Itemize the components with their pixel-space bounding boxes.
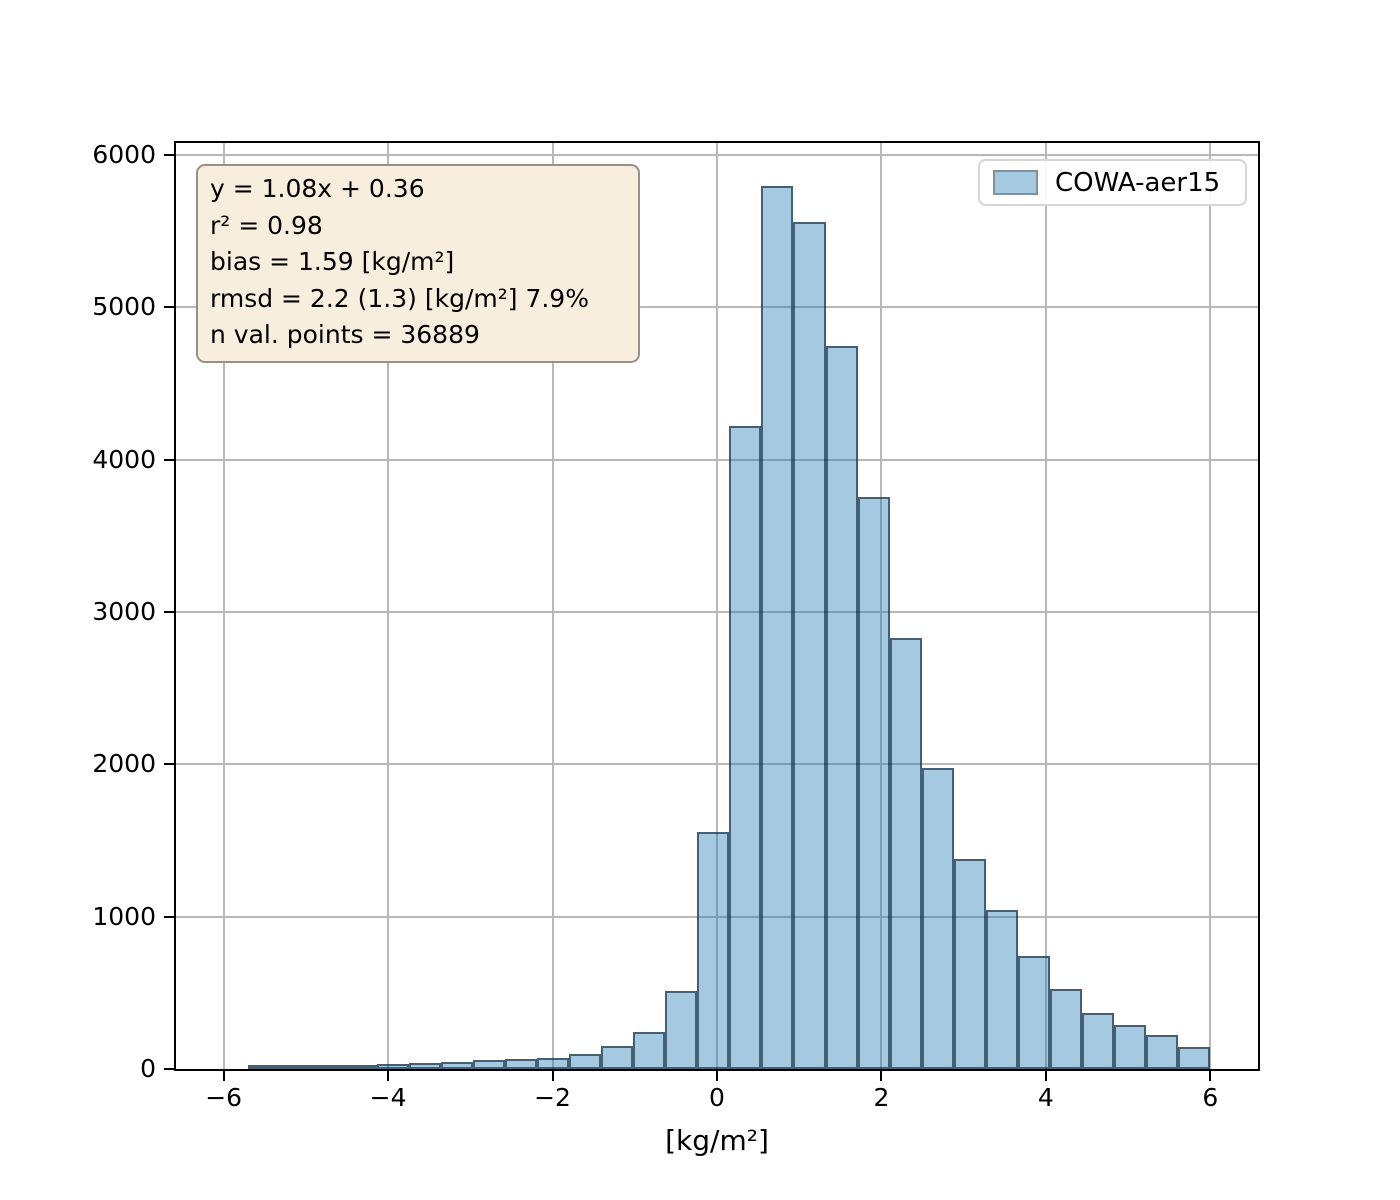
y-tick-label-6000: 6000	[92, 140, 156, 170]
histogram-bar	[536, 1057, 569, 1069]
histogram-bar	[729, 426, 762, 1069]
legend-label: COWA-aer15	[1055, 167, 1221, 198]
stats-line-bias: bias = 1.59 [kg/m²]	[210, 247, 455, 276]
gridline-x-6	[1209, 143, 1212, 1069]
gridline-y-2000	[176, 763, 1258, 766]
histogram-bar	[1178, 1046, 1211, 1069]
histogram-bar	[472, 1059, 505, 1069]
y-tick-2000	[164, 763, 174, 766]
stats-annotation-box: y = 1.08x + 0.36 r² = 0.98 bias = 1.59 […	[196, 164, 640, 363]
gridline-y-5000	[176, 306, 1258, 309]
stats-line-fit: y = 1.08x + 0.36	[210, 174, 425, 203]
gridline-x--4	[387, 143, 390, 1069]
gridline-x--2	[551, 143, 554, 1069]
gridline-x--6	[222, 143, 225, 1069]
histogram-bar	[601, 1046, 634, 1069]
histogram-bar	[889, 637, 922, 1069]
x-tick-label-2: 2	[873, 1083, 890, 1112]
histogram-bar	[248, 1065, 281, 1069]
gridline-x-2	[880, 143, 883, 1069]
y-tick-label-4000: 4000	[92, 444, 156, 474]
histogram-bar	[280, 1065, 313, 1069]
histogram-bar	[1114, 1024, 1147, 1069]
x-tick-label-6: 6	[1202, 1083, 1219, 1112]
histogram-bar	[376, 1064, 409, 1069]
histogram-bar	[504, 1058, 537, 1069]
histogram-bar	[857, 497, 890, 1069]
x-tick-0	[716, 1071, 718, 1081]
histogram-bar	[408, 1063, 441, 1069]
stats-line-rmsd: rmsd = 2.2 (1.3) [kg/m²] 7.9%	[210, 283, 589, 313]
histogram-bar	[921, 768, 954, 1069]
histogram-bar	[1146, 1034, 1179, 1069]
y-tick-5000	[164, 306, 174, 309]
x-tick--6	[222, 1071, 225, 1081]
histogram-bar	[985, 909, 1018, 1069]
y-tick-label-3000: 3000	[92, 597, 156, 627]
histogram-bar	[953, 858, 986, 1069]
x-axis-label: [kg/m²]	[665, 1124, 769, 1157]
y-tick-label-2000: 2000	[92, 749, 156, 779]
y-tick-1000	[164, 915, 174, 918]
x-tick-4	[1044, 1071, 1047, 1081]
histogram-bar	[312, 1065, 345, 1069]
histogram-bar	[825, 345, 858, 1069]
histogram-bar	[440, 1062, 473, 1069]
stats-line-r2: r² = 0.98	[210, 210, 323, 240]
histogram-bar	[1082, 1013, 1115, 1069]
histogram-bar	[344, 1065, 377, 1069]
histogram-bar	[633, 1032, 666, 1069]
x-tick-label--2: −2	[534, 1083, 571, 1112]
y-tick-label-0: 0	[140, 1054, 156, 1083]
gridline-y-4000	[176, 458, 1258, 461]
legend: COWA-aer15	[978, 159, 1247, 206]
plot-area	[174, 141, 1260, 1071]
y-tick-label-1000: 1000	[92, 901, 156, 931]
gridline-x-0	[716, 143, 718, 1069]
x-tick-label--4: −4	[369, 1083, 407, 1112]
histogram-bar	[1049, 989, 1083, 1069]
y-tick-6000	[164, 154, 174, 157]
gridline-x-4	[1044, 143, 1047, 1069]
x-tick--4	[387, 1071, 390, 1081]
x-tick-label-0: 0	[709, 1083, 725, 1112]
y-tick-4000	[164, 458, 174, 461]
gridline-y-6000	[176, 154, 1258, 157]
y-tick-3000	[164, 611, 174, 614]
histogram-bar	[1017, 956, 1050, 1069]
x-tick-label-4: 4	[1037, 1083, 1054, 1112]
y-tick-label-5000: 5000	[92, 292, 156, 322]
x-tick--2	[551, 1071, 554, 1081]
x-tick-label--6: −6	[205, 1083, 243, 1112]
x-tick-2	[880, 1071, 883, 1081]
gridline-y-3000	[176, 611, 1258, 614]
gridline-y-1000	[176, 915, 1258, 918]
histogram-bar	[761, 185, 794, 1069]
histogram-bar	[697, 832, 730, 1069]
legend-swatch	[993, 170, 1038, 195]
histogram-bar	[665, 991, 698, 1069]
y-tick-0	[164, 1068, 174, 1070]
stats-line-npoints: n val. points = 36889	[210, 320, 480, 349]
histogram-bar	[793, 222, 826, 1069]
histogram-bar	[569, 1053, 602, 1069]
x-tick-6	[1209, 1071, 1212, 1081]
